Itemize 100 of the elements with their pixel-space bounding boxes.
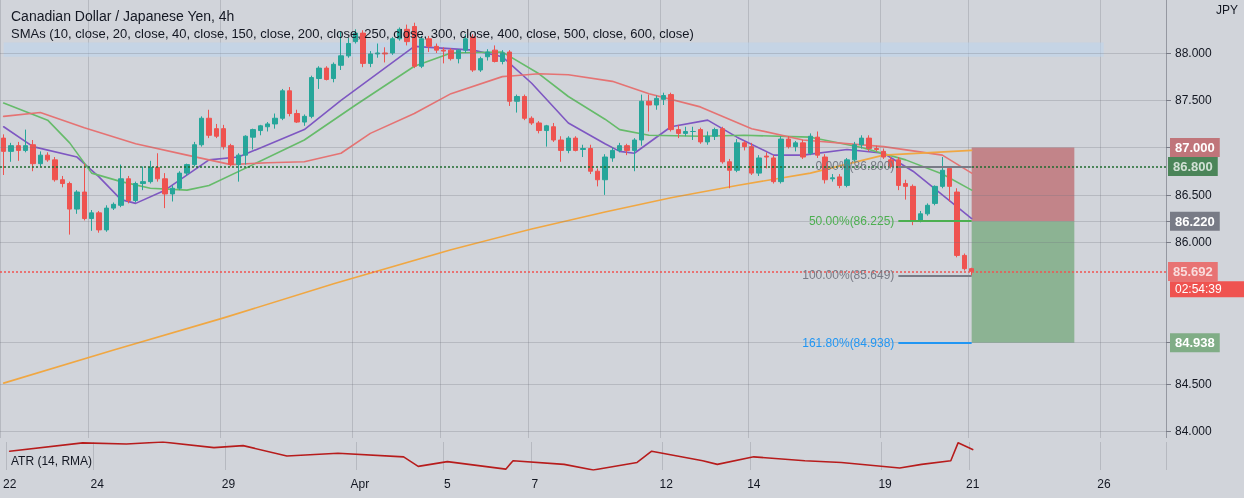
candlestick: [38, 150, 43, 167]
candlestick: [148, 160, 153, 185]
candlestick: [639, 94, 644, 147]
candlestick: [954, 187, 960, 258]
candlestick: [690, 126, 696, 141]
candlestick: [837, 173, 842, 189]
candlestick: [456, 48, 461, 64]
candlestick: [514, 94, 520, 114]
candlestick: [918, 210, 923, 223]
candlestick: [712, 127, 718, 141]
candlestick: [302, 113, 307, 127]
candlestick: [485, 48, 490, 62]
candlestick: [925, 202, 930, 217]
candlestick: [786, 135, 791, 150]
candlestick: [177, 170, 182, 191]
candlestick: [375, 43, 380, 59]
candlestick: [448, 47, 454, 62]
candlestick: [815, 130, 820, 159]
candlestick: [104, 204, 109, 233]
candlestick: [705, 130, 710, 146]
candlestick: [874, 145, 879, 152]
candlestick: [771, 154, 776, 185]
candlestick: [536, 120, 542, 134]
ref-line-label: 100.00%(85.649): [802, 268, 895, 283]
candlestick: [221, 124, 226, 150]
y-tick-label: 86.220: [1175, 213, 1215, 229]
text: Canadian Dollar / Japanese Yen, 4h: [11, 8, 235, 24]
candlestick: [646, 94, 652, 132]
candlestick: [126, 175, 131, 204]
candlestick: [529, 115, 534, 126]
candlestick: [280, 88, 285, 121]
candlestick: [74, 189, 80, 215]
candlestick: [522, 94, 527, 121]
candlestick: [507, 49, 512, 107]
x-tick-label: 24: [90, 477, 105, 491]
candlestick: [294, 109, 300, 124]
candlestick: [272, 113, 278, 130]
candlestick: [265, 121, 270, 132]
candlestick: [250, 128, 256, 150]
candlestick: [896, 156, 901, 191]
candlestick: [749, 142, 754, 176]
candlestick: [793, 140, 798, 152]
y-tick-label: 86.000: [1175, 235, 1213, 250]
candlestick: [23, 129, 28, 153]
candlestick: [734, 138, 740, 173]
candlestick: [67, 181, 72, 236]
x-tick-label: 29: [221, 477, 236, 491]
candlestick: [866, 134, 872, 152]
candlestick: [316, 65, 322, 90]
candlestick: [580, 144, 586, 158]
candlestick: [610, 147, 615, 163]
candlestick: [111, 201, 116, 211]
candlestick: [573, 135, 578, 152]
candlestick: [492, 44, 498, 63]
candlestick: [654, 95, 659, 111]
candlestick: [544, 124, 549, 148]
x-tick-label: 26: [1097, 477, 1111, 491]
candlestick: [382, 46, 388, 63]
candlestick: [192, 141, 197, 167]
x-tick-label: 19: [878, 477, 893, 491]
candlestick: [764, 151, 769, 169]
candlestick: [859, 134, 864, 150]
candlestick: [118, 164, 124, 208]
candlestick: [617, 142, 622, 153]
candlestick: [140, 166, 146, 191]
candlestick: [214, 123, 219, 139]
candlestick: [778, 135, 784, 185]
candlestick: [910, 183, 916, 226]
candlestick: [390, 36, 395, 56]
candlestick: [932, 184, 938, 206]
candlestick: [551, 122, 556, 143]
candlestick: [368, 50, 373, 68]
text: ATR (14, RMA): [11, 454, 93, 468]
ref-line-label: 86.800: [1173, 159, 1213, 174]
candlestick: [683, 126, 688, 137]
candlestick: [720, 126, 725, 165]
candlestick: [206, 109, 212, 139]
candlestick: [434, 43, 439, 54]
x-tick-label: 7: [531, 477, 539, 491]
candlestick: [16, 141, 21, 162]
candlestick: [698, 127, 703, 145]
candlestick: [170, 184, 175, 202]
candlestick: [602, 153, 608, 196]
candlestick: [30, 139, 36, 172]
y-axis-title: JPY: [1215, 3, 1239, 17]
y-tick-label: 84.938: [1175, 335, 1215, 351]
candlestick: [258, 124, 263, 136]
candlestick: [441, 46, 446, 64]
candlestick: [243, 134, 248, 166]
candlestick: [45, 151, 50, 163]
candlestick: [52, 156, 58, 183]
candlestick: [82, 163, 87, 221]
candlestick: [661, 92, 666, 106]
candlestick: [903, 179, 908, 201]
candlestick: [1, 133, 6, 176]
candlestick: [947, 166, 952, 202]
line-series: [2, 51, 973, 191]
candlestick: [881, 148, 886, 160]
candlestick: [940, 156, 945, 189]
x-tick-label: 21: [965, 477, 980, 491]
